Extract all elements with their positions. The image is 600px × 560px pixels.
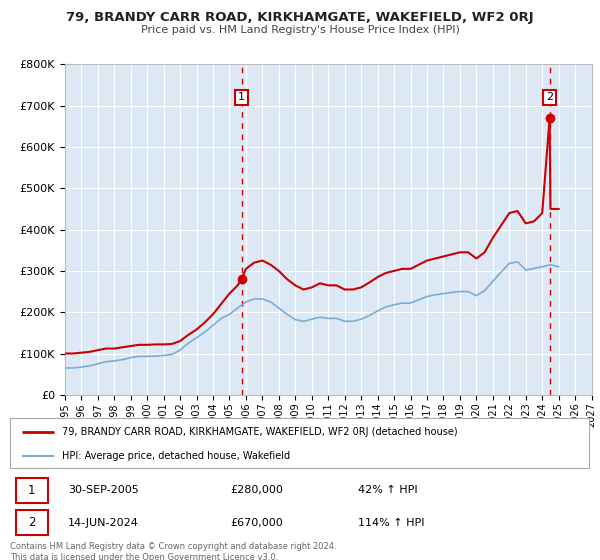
Text: 2: 2 [546, 92, 553, 102]
Text: 2: 2 [28, 516, 35, 529]
Text: 79, BRANDY CARR ROAD, KIRKHAMGATE, WAKEFIELD, WF2 0RJ: 79, BRANDY CARR ROAD, KIRKHAMGATE, WAKEF… [66, 11, 534, 24]
Text: 1: 1 [238, 92, 245, 102]
Bar [16, 478, 48, 503]
Text: 79, BRANDY CARR ROAD, KIRKHAMGATE, WAKEFIELD, WF2 0RJ (detached house): 79, BRANDY CARR ROAD, KIRKHAMGATE, WAKEF… [62, 427, 458, 437]
Text: Price paid vs. HM Land Registry's House Price Index (HPI): Price paid vs. HM Land Registry's House … [140, 25, 460, 35]
Text: 30-SEP-2005: 30-SEP-2005 [68, 486, 139, 496]
Text: Contains HM Land Registry data © Crown copyright and database right 2024.
This d: Contains HM Land Registry data © Crown c… [10, 542, 337, 560]
Text: 42% ↑ HPI: 42% ↑ HPI [358, 486, 417, 496]
Text: £280,000: £280,000 [230, 486, 283, 496]
Text: HPI: Average price, detached house, Wakefield: HPI: Average price, detached house, Wake… [62, 451, 290, 460]
Text: 1: 1 [28, 484, 35, 497]
Bar [16, 510, 48, 535]
Text: £670,000: £670,000 [230, 517, 283, 528]
Text: 114% ↑ HPI: 114% ↑ HPI [358, 517, 424, 528]
Text: 14-JUN-2024: 14-JUN-2024 [68, 517, 139, 528]
